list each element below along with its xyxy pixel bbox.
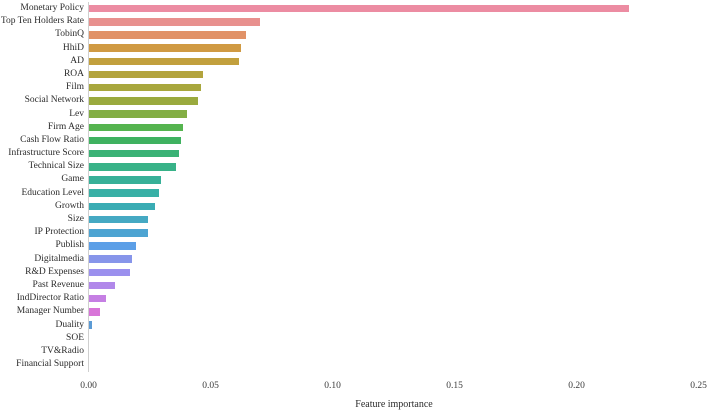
bar xyxy=(89,255,132,263)
bar-row xyxy=(89,226,701,239)
category-label: TobinQ xyxy=(55,29,84,40)
bar-row xyxy=(89,319,701,332)
category-label: Top Ten Holders Rate xyxy=(0,16,84,27)
category-label: Financial Support xyxy=(16,359,84,370)
category-label: SOE xyxy=(66,332,84,343)
category-label: HhiD xyxy=(62,42,84,53)
bar-row xyxy=(89,94,701,107)
bar xyxy=(89,294,106,303)
bar xyxy=(89,176,162,184)
x-tick-label: 0.05 xyxy=(202,381,219,391)
bar xyxy=(89,57,240,66)
category-label: Monetary Policy xyxy=(20,3,84,13)
bar-row xyxy=(89,187,701,200)
bar-row xyxy=(89,279,701,292)
bar-row xyxy=(89,42,701,55)
bar xyxy=(89,97,199,105)
category-label: Cash Flow Ratio xyxy=(20,134,84,145)
x-tick-label: 0.10 xyxy=(324,381,341,391)
bar xyxy=(89,70,204,79)
bar-row xyxy=(89,200,701,213)
bar xyxy=(89,321,92,329)
bar xyxy=(89,215,149,224)
x-axis-title: Feature importance xyxy=(355,399,433,410)
bar-row xyxy=(89,266,701,279)
x-tick-label: 0.15 xyxy=(446,381,463,391)
bar-row xyxy=(89,332,701,345)
category-label: Manager Number xyxy=(16,306,84,317)
bar-row xyxy=(89,68,701,81)
bar-row xyxy=(89,15,701,28)
category-label: Lev xyxy=(69,108,84,119)
bar xyxy=(89,189,159,197)
bar-row xyxy=(89,147,701,160)
bar xyxy=(89,202,156,211)
bar xyxy=(89,4,630,13)
bar-row xyxy=(89,213,701,226)
bar-row xyxy=(89,160,701,173)
x-tick-label: 0.00 xyxy=(80,381,97,391)
x-tick-label: 0.25 xyxy=(690,381,707,391)
category-label: Film xyxy=(66,82,84,93)
bar xyxy=(89,242,137,250)
bar-row xyxy=(89,345,701,358)
bar xyxy=(89,268,130,277)
category-label: Game xyxy=(61,174,84,185)
category-label: Digitalmedia xyxy=(34,253,84,264)
bar-row xyxy=(89,2,701,15)
bar xyxy=(89,31,247,39)
bar xyxy=(89,44,241,52)
category-label: Growth xyxy=(54,200,84,211)
bar-row xyxy=(89,121,701,134)
category-label: IndDirector Ratio xyxy=(16,293,84,304)
category-label: Duality xyxy=(55,319,85,330)
y-axis-category-labels: Monetary Policy Top Ten Holders Rate Tobin… xyxy=(0,2,84,371)
bar-row xyxy=(89,253,701,266)
bar-row xyxy=(89,292,701,305)
category-label: TV&Radio xyxy=(41,345,84,356)
bar xyxy=(89,281,116,290)
category-label: Past Revenue xyxy=(32,279,84,290)
bar xyxy=(89,123,183,132)
bar xyxy=(89,83,201,92)
bar-row xyxy=(89,81,701,94)
category-label: Technical Size xyxy=(28,161,84,172)
bar xyxy=(89,136,182,145)
category-label: ROA xyxy=(63,68,84,79)
bar-row xyxy=(89,134,701,147)
bar-row xyxy=(89,305,701,318)
bar-row xyxy=(89,55,701,68)
bar xyxy=(89,149,179,158)
x-tick-label: 0.20 xyxy=(568,381,585,391)
category-label: AD xyxy=(70,55,84,66)
category-label: Infrastructure Score xyxy=(8,148,84,159)
bar-row xyxy=(89,28,701,41)
category-label: Education Level xyxy=(21,187,84,198)
category-label: Publish xyxy=(55,240,84,251)
plot-area xyxy=(88,2,701,372)
category-label: IP Protection xyxy=(34,227,84,238)
bar-row xyxy=(89,239,701,252)
bar xyxy=(89,18,261,26)
bar-row xyxy=(89,173,701,186)
bar xyxy=(89,110,188,118)
bar xyxy=(89,163,177,171)
category-label: Size xyxy=(67,214,84,224)
category-label: R&D Expenses xyxy=(25,266,84,277)
category-label: Firm Age xyxy=(47,121,84,132)
bar-row xyxy=(89,108,701,121)
bar-row xyxy=(89,358,701,371)
bar xyxy=(89,229,148,237)
bar xyxy=(89,308,101,316)
category-label: Social Network xyxy=(24,95,84,106)
